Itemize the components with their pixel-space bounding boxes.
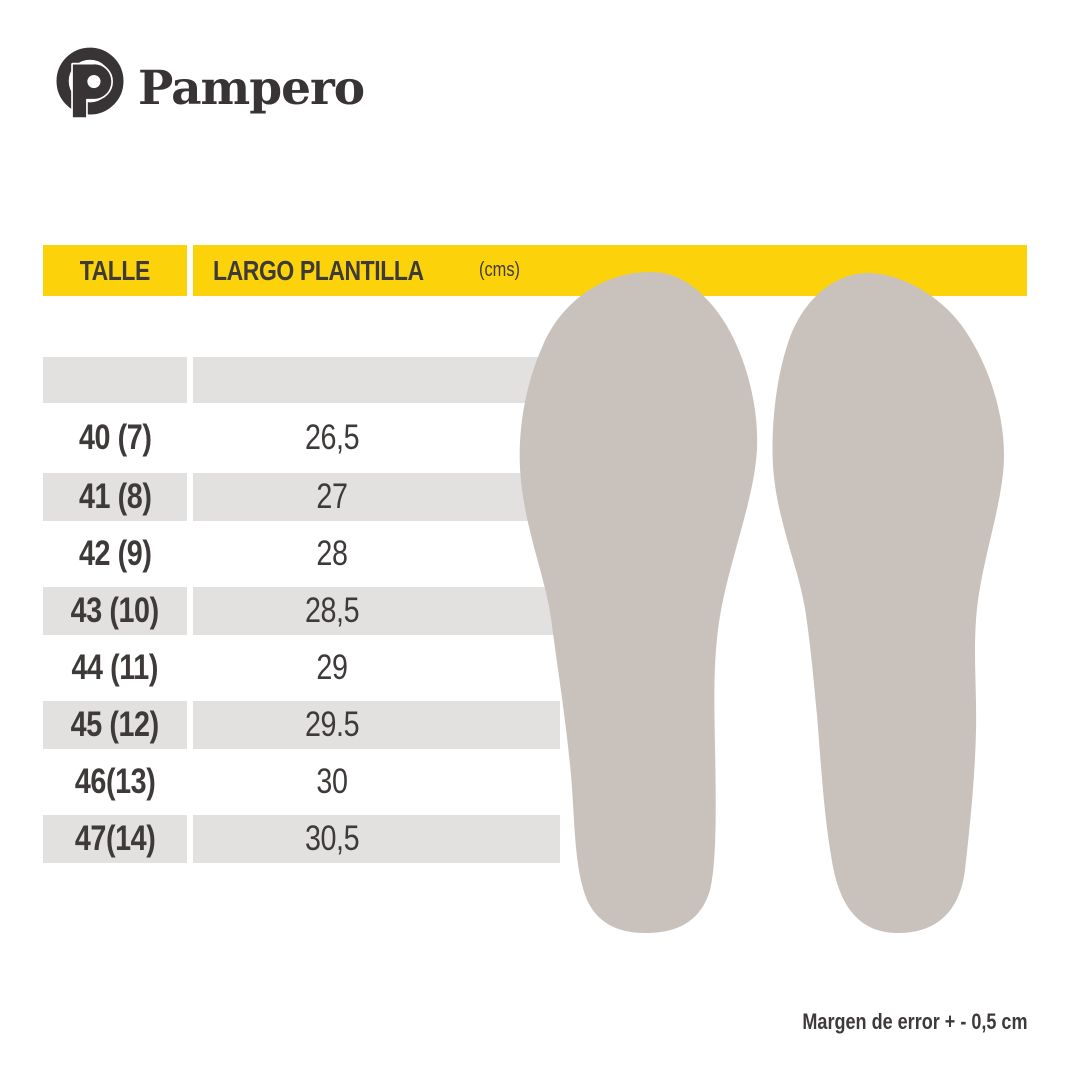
size-cell — [43, 357, 187, 403]
table-row: 46(13) 30 — [43, 749, 560, 815]
length-cell: 26,5 — [304, 418, 360, 457]
length-cell: 28,5 — [193, 587, 560, 635]
size-cell: 45 (12) — [43, 701, 187, 749]
pampero-logo-icon — [56, 47, 124, 119]
table-row: 47(14) 30,5 — [43, 815, 560, 863]
table-row: 42 (9) 28 — [43, 521, 560, 587]
size-cell: 42 (9) — [78, 534, 152, 573]
brand-name: Pampero — [138, 61, 365, 116]
table-row: 40 (7) 26,5 — [43, 403, 560, 473]
length-cell: 30 — [316, 762, 348, 801]
largo-header-unit: (cms) — [478, 259, 520, 281]
size-cell: 41 (8) — [43, 473, 187, 521]
right-insole-shape — [772, 273, 1004, 933]
largo-header-label: LARGO PLANTILLA — [213, 254, 424, 286]
length-cell: 27 — [193, 473, 560, 521]
size-cell: 46(13) — [74, 762, 156, 801]
length-cell: 29.5 — [193, 701, 560, 749]
size-cell: 44 (11) — [71, 648, 159, 687]
table-row: 41 (8) 27 — [43, 473, 560, 521]
table-row: 43 (10) 28,5 — [43, 587, 560, 635]
size-cell: 40 (7) — [78, 418, 152, 457]
column-header-largo: LARGO PLANTILLA (cms) — [193, 245, 1027, 296]
talle-header-label: TALLE — [79, 254, 151, 286]
size-table: 40 (7) 26,5 41 (8) 27 42 (9) 28 43 (10) … — [43, 357, 560, 863]
table-row: 44 (11) 29 — [43, 635, 560, 701]
length-cell: 29 — [316, 648, 348, 687]
length-cell: 30,5 — [193, 815, 560, 863]
size-cell: 43 (10) — [43, 587, 187, 635]
table-row — [43, 357, 560, 403]
table-row: 45 (12) 29.5 — [43, 701, 560, 749]
table-header: TALLE LARGO PLANTILLA (cms) — [43, 245, 1027, 296]
length-cell — [193, 357, 560, 403]
column-header-talle: TALLE — [43, 245, 187, 296]
error-margin-note: Margen de error + - 0,5 cm — [801, 1009, 1027, 1034]
length-cell: 28 — [316, 534, 348, 573]
size-cell: 47(14) — [43, 815, 187, 863]
